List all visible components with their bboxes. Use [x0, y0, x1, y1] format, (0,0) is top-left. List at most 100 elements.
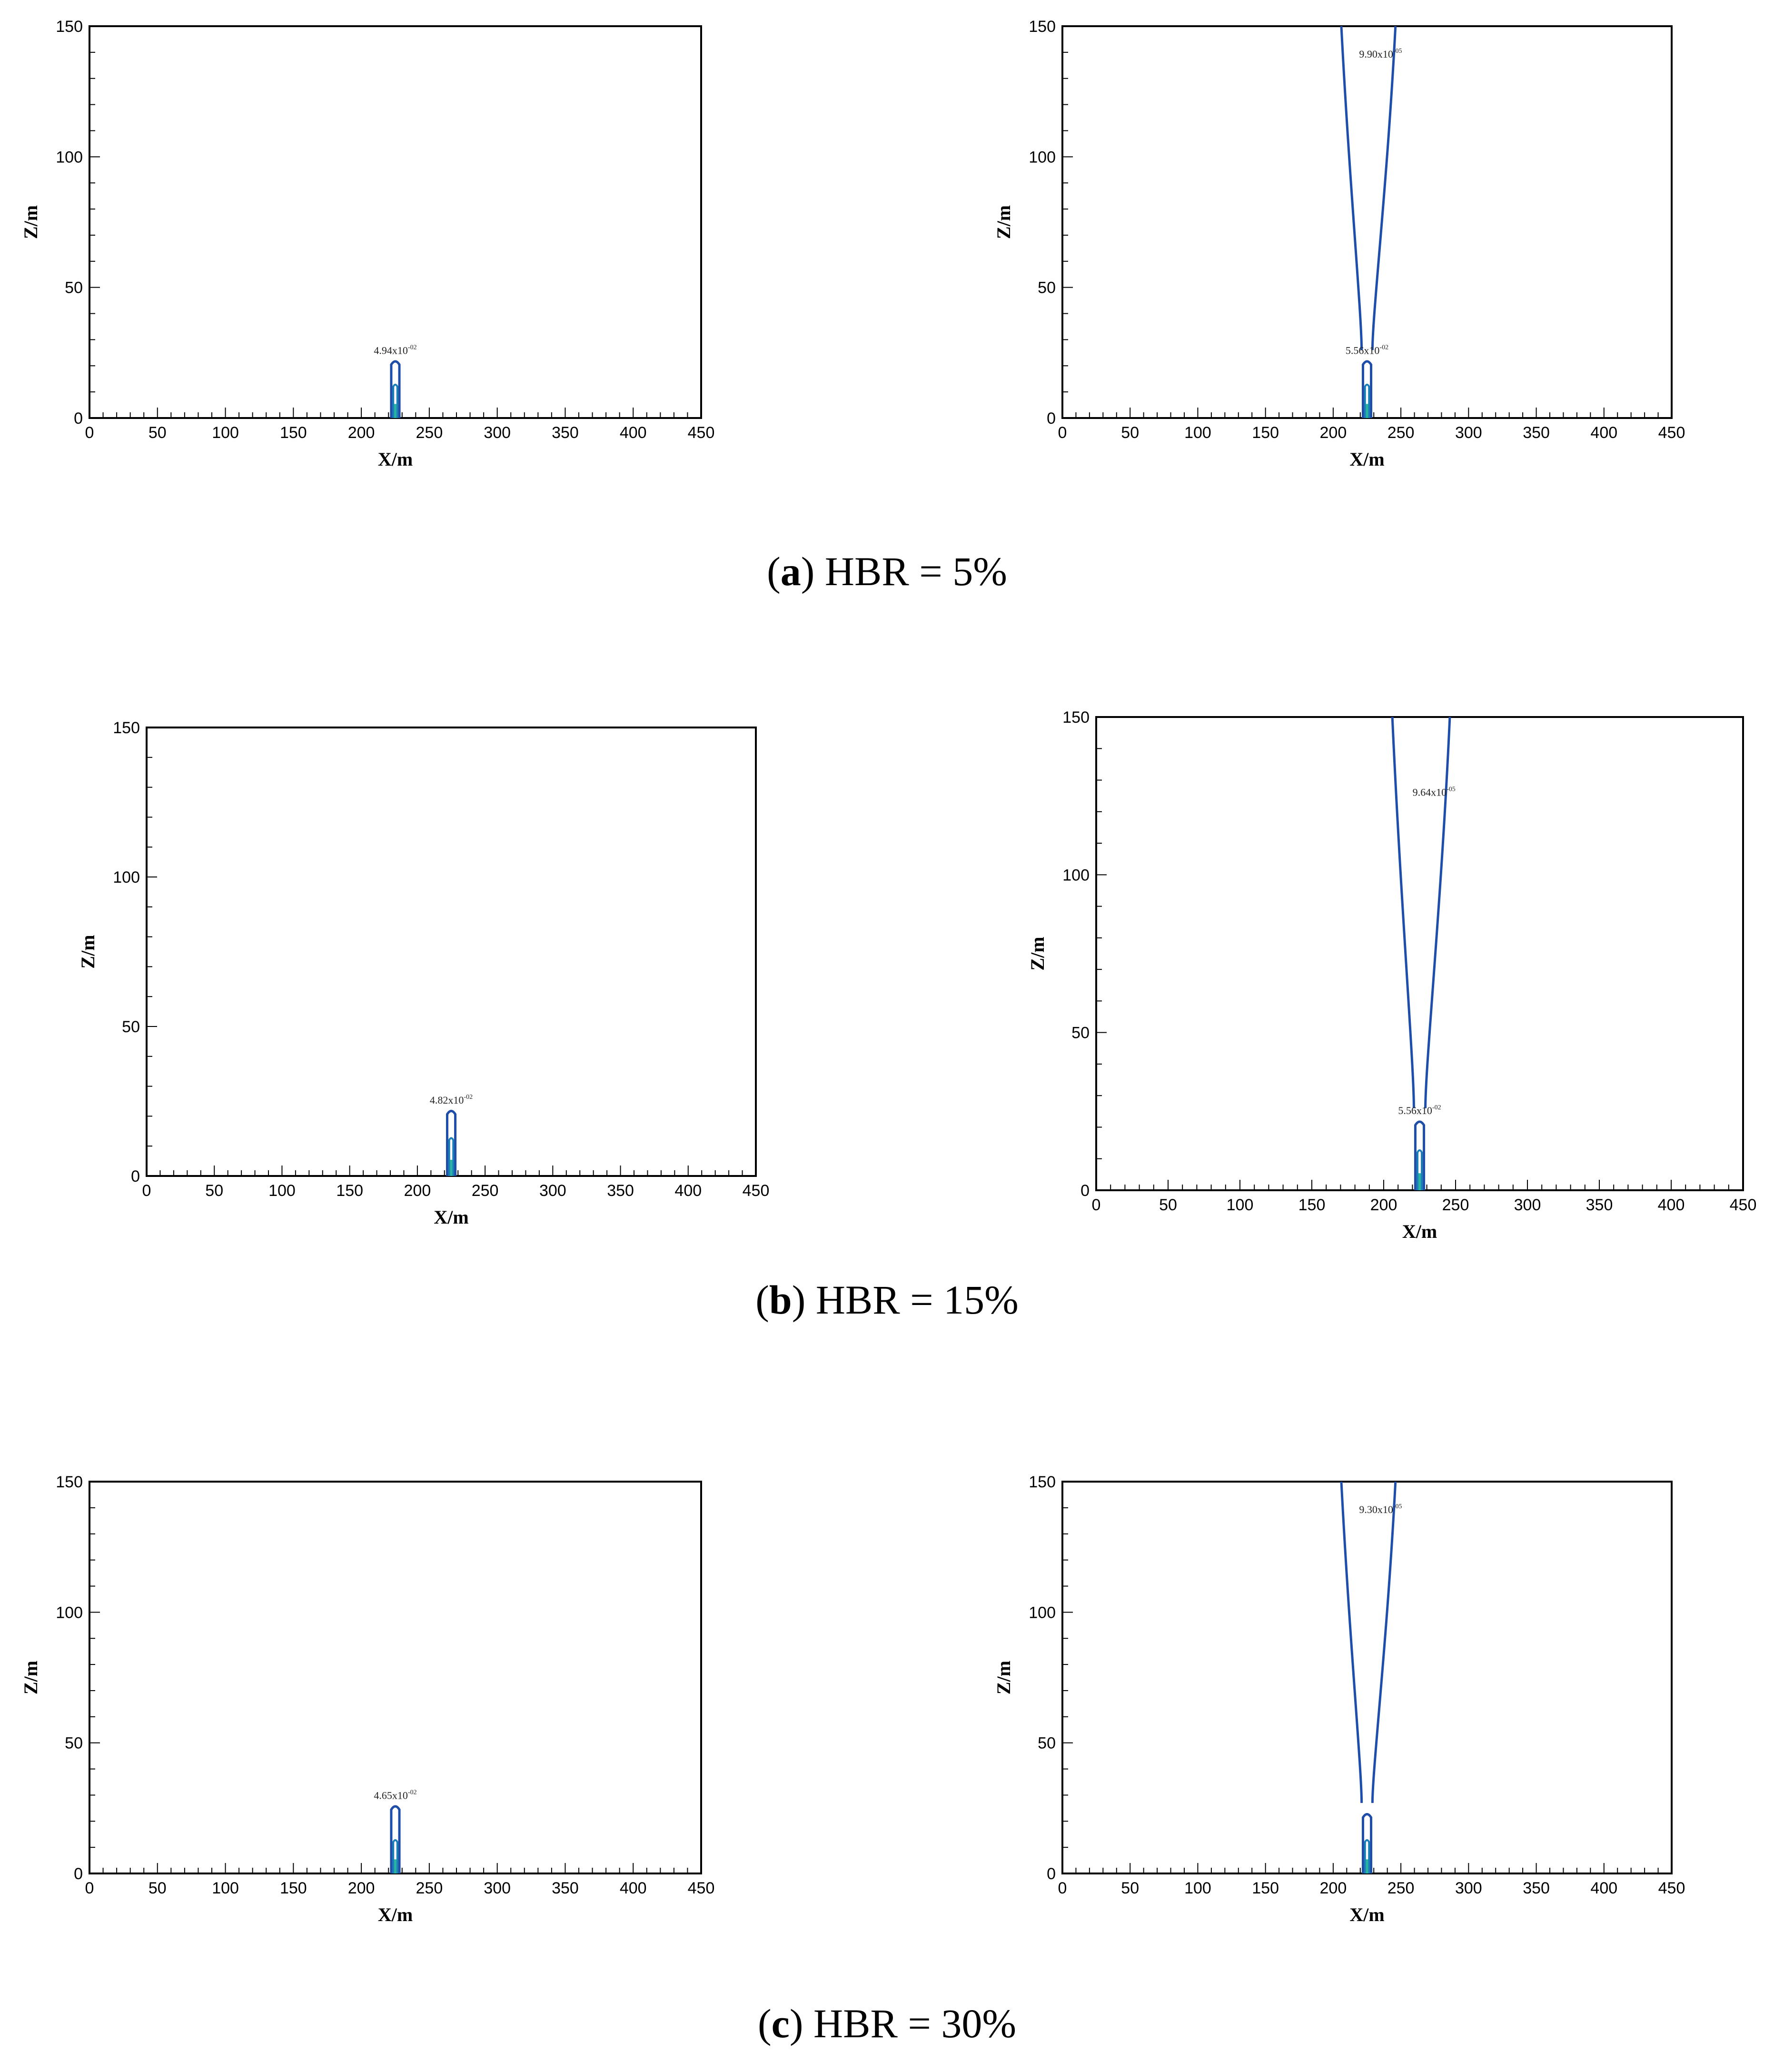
x-tick-label: 200 [348, 1879, 375, 1897]
y-tick-label: 100 [56, 148, 83, 166]
y-tick-label: 150 [56, 18, 83, 36]
x-tick-label: 50 [149, 1879, 167, 1897]
source-contour-label: 4.65x10-02 [374, 1789, 416, 1801]
y-tick-label: 0 [1080, 1182, 1090, 1200]
x-tick-label: 250 [1387, 1879, 1415, 1897]
x-tick-label: 300 [539, 1182, 566, 1200]
y-tick-label: 150 [1029, 1473, 1056, 1491]
x-tick-label: 300 [1455, 1879, 1482, 1897]
x-tick-label: 150 [280, 424, 307, 442]
source-contour-label-exp: -02 [1432, 1104, 1441, 1111]
x-tick-label: 350 [552, 424, 579, 442]
plot-frame [146, 727, 757, 1177]
x-tick-label: 200 [348, 424, 375, 442]
x-tick-label: 150 [1298, 1196, 1326, 1214]
x-tick-label: 300 [1514, 1196, 1541, 1214]
x-tick-label: 0 [85, 1879, 94, 1897]
x-axis-title: X/m [434, 1206, 468, 1228]
y-axis-title: Z/m [77, 935, 99, 968]
y-tick-label: 100 [1029, 148, 1056, 166]
x-tick-label: 400 [620, 1879, 647, 1897]
x-tick-label: 50 [149, 424, 167, 442]
chart-panel-c-right: 0 50 100 150 200 250 300 350 400 450 0 50 100 150 X/m Z… [993, 1473, 1685, 1925]
x-tick-label: 150 [336, 1182, 363, 1200]
chart-panel-a-left: 0 50 100 150 200 250 300 350 400 450 0 50 100 150 X/m Z… [20, 18, 714, 470]
x-tick-label: 450 [688, 1879, 715, 1897]
plume-contour-label-exp: -05 [1447, 786, 1456, 793]
source-contour-inner [1416, 1149, 1423, 1190]
x-tick-label: 0 [85, 424, 94, 442]
y-tick-label: 100 [113, 868, 140, 887]
y-axis-title: Z/m [1027, 936, 1048, 970]
x-tick-label: 0 [1058, 424, 1067, 442]
source-contour-outer [1361, 360, 1373, 418]
x-tick-label: 300 [1455, 424, 1482, 442]
x-tick-label: 100 [1227, 1196, 1254, 1214]
x-tick-label: 350 [1523, 1879, 1550, 1897]
y-tick-label: 0 [1047, 1865, 1056, 1883]
chart-panel-a-right: 0 50 100 150 200 250 300 350 400 450 0 50 100 150 X/m Z… [993, 18, 1685, 470]
x-tick-label: 450 [1658, 424, 1685, 442]
plume-contour-label-exp: -05 [1393, 48, 1402, 55]
y-tick-label: 50 [1038, 1734, 1056, 1753]
source-contour-outer [1361, 1813, 1373, 1873]
caption-b: (b) HBR = 15% [755, 1277, 1019, 1323]
x-tick-label: 450 [1730, 1196, 1757, 1214]
plume-contour-label: 9.90x10-05 [1359, 48, 1402, 60]
source-contour-label: 4.94x10-02 [374, 344, 416, 356]
x-tick-label: 150 [280, 1879, 307, 1897]
plume-contour-label: 9.64x10-05 [1413, 786, 1456, 798]
y-tick-label: 50 [122, 1018, 140, 1036]
x-axis-title: X/m [378, 1904, 413, 1925]
y-tick-label: 100 [1062, 866, 1090, 884]
plume-contour [1340, 26, 1397, 350]
source-contour-inner [1364, 383, 1370, 418]
y-tick-label: 100 [1029, 1604, 1056, 1622]
x-tick-label: 350 [1586, 1196, 1613, 1214]
x-tick-label: 400 [674, 1182, 702, 1200]
x-tick-label: 200 [1370, 1196, 1397, 1214]
x-tick-label: 0 [142, 1182, 151, 1200]
x-tick-label: 50 [205, 1182, 223, 1200]
x-tick-label: 450 [688, 424, 715, 442]
x-tick-label: 50 [1121, 424, 1139, 442]
chart-panel-c-left: 0 50 100 150 200 250 300 350 400 450 0 50 100 150 X/m Z… [20, 1473, 714, 1925]
source-contour-label: 4.82x10-02 [430, 1094, 473, 1106]
source-contour-outer [1414, 1120, 1426, 1190]
x-tick-label: 250 [1387, 424, 1415, 442]
y-tick-label: 0 [131, 1167, 140, 1185]
x-tick-label: 350 [1523, 424, 1550, 442]
y-tick-label: 50 [65, 279, 83, 297]
x-tick-label: 200 [1320, 424, 1347, 442]
x-tick-label: 400 [1590, 1879, 1617, 1897]
x-tick-label: 300 [484, 424, 511, 442]
x-tick-label: 250 [416, 1879, 443, 1897]
y-axis-title: Z/m [20, 1661, 41, 1694]
x-tick-label: 150 [1252, 1879, 1279, 1897]
x-tick-label: 50 [1159, 1196, 1177, 1214]
x-tick-label: 250 [472, 1182, 499, 1200]
x-axis-title: X/m [1402, 1221, 1437, 1242]
x-tick-label: 450 [743, 1182, 770, 1200]
plot-frame [89, 1481, 702, 1874]
y-tick-label: 150 [1029, 18, 1056, 36]
source-contour-label-exp: -02 [1379, 344, 1388, 351]
chart-panel-b-left: 0 50 100 150 200 250 300 350 400 450 0 50 100 150 X/m Z… [77, 719, 769, 1228]
x-axis-title: X/m [378, 448, 413, 470]
caption-a: (a) HBR = 5% [767, 548, 1007, 594]
x-tick-label: 200 [404, 1182, 431, 1200]
source-contour-inner [448, 1137, 455, 1176]
source-contour-outer [446, 1110, 457, 1176]
x-tick-label: 100 [1184, 424, 1211, 442]
x-tick-label: 100 [212, 424, 239, 442]
source-contour-outer [390, 360, 401, 418]
x-tick-label: 200 [1320, 1879, 1347, 1897]
source-contour-label-exp: -02 [464, 1094, 473, 1101]
source-contour-label: 5.56x10-02 [1398, 1104, 1441, 1116]
plume-contour [1391, 717, 1451, 1108]
x-tick-label: 250 [1442, 1196, 1469, 1214]
plume-contour [1340, 1481, 1397, 1803]
x-tick-label: 400 [620, 424, 647, 442]
y-tick-label: 100 [56, 1604, 83, 1622]
